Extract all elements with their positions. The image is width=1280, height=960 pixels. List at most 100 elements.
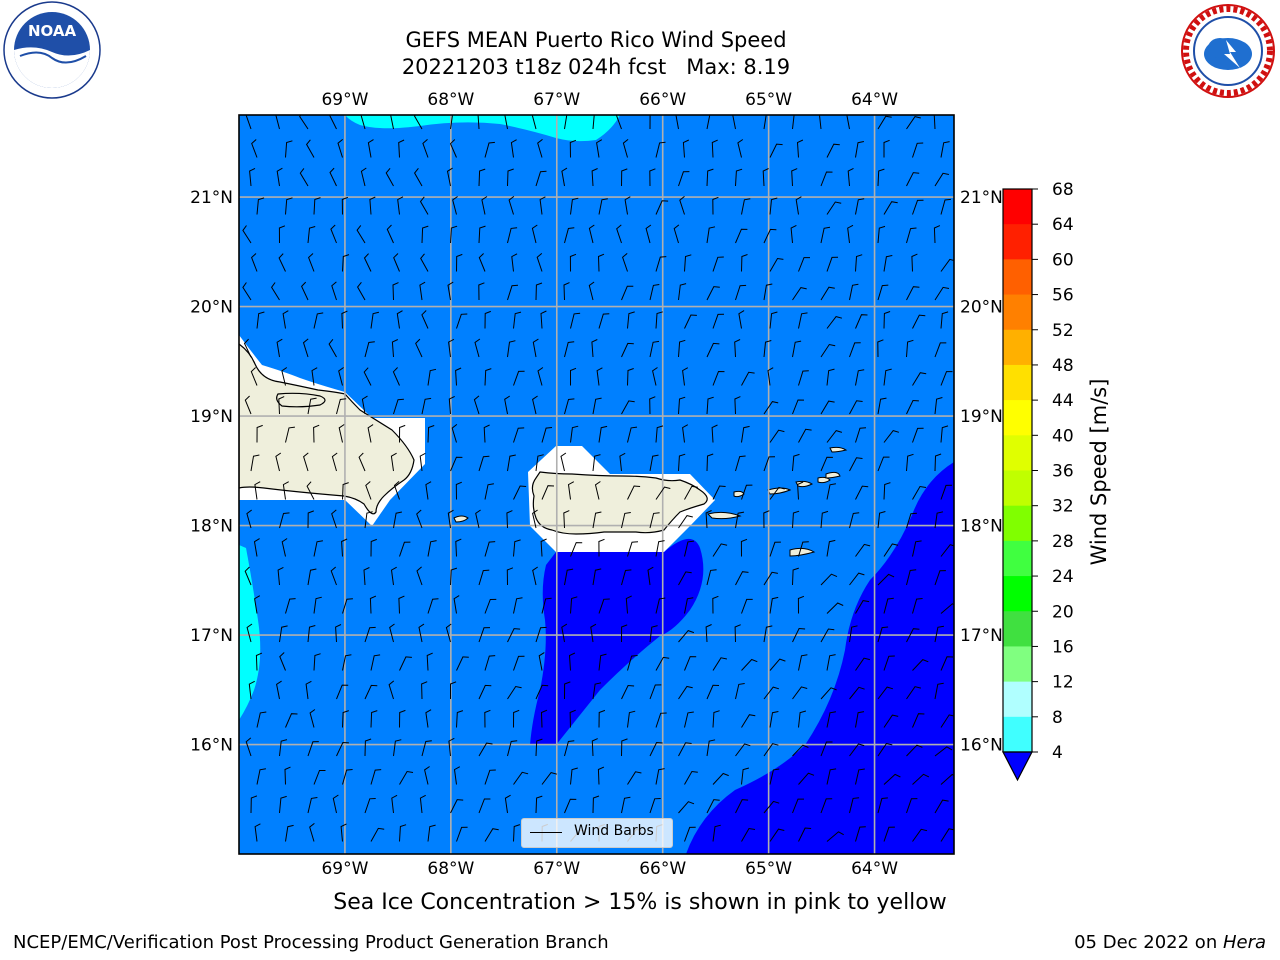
- wind-barb-488: [627, 655, 638, 671]
- wind-barb-28: [337, 139, 344, 158]
- wind-barb-124: [933, 225, 941, 244]
- wind-barb-441: [712, 595, 719, 614]
- wind-barb-411: [564, 568, 574, 586]
- wind-barb-399: [940, 544, 954, 557]
- wind-barb-451: [279, 625, 288, 643]
- wind-barb-348: [912, 485, 927, 500]
- wind-barb-613: [621, 796, 631, 814]
- wind-barb-57: [446, 167, 453, 187]
- wind-barb-425: [254, 595, 261, 614]
- wind-barb-12: [592, 115, 595, 130]
- wind-barb-407: [450, 567, 458, 586]
- wind-barb-153: [331, 281, 337, 301]
- wind-barb-37: [596, 139, 603, 158]
- wind-barb-215: [678, 339, 686, 358]
- wind-barb-207: [448, 338, 455, 358]
- wind-barb-91: [712, 196, 719, 215]
- wind-barb-170: [820, 286, 835, 301]
- wind-barb-510: [535, 684, 549, 700]
- wind-barb-387: [598, 538, 605, 557]
- wind-barb-581: [424, 766, 430, 785]
- wind-barb-267: [734, 396, 741, 415]
- wind-barb-260: [532, 395, 538, 415]
- wind-barb-445: [826, 602, 844, 614]
- nws-logo: [1176, 0, 1280, 102]
- wind-barb-416: [706, 569, 717, 586]
- wind-barb-79: [369, 196, 376, 215]
- wind-barb-192: [738, 310, 745, 329]
- wind-barb-85: [539, 196, 546, 215]
- wind-barb-265: [678, 396, 686, 415]
- wind-barb-220: [820, 343, 836, 358]
- wind-barb-570: [820, 741, 833, 757]
- svg-text:NOAA: NOAA: [28, 22, 77, 40]
- wind-barb-259: [504, 395, 510, 415]
- wind-barb-312: [592, 454, 601, 472]
- wind-barb-58: [478, 168, 486, 187]
- wind-barb-177: [313, 312, 324, 329]
- wind-barb-625: [254, 823, 261, 842]
- wind-barb-494: [798, 654, 808, 671]
- wind-barb-534: [513, 709, 520, 728]
- wind-barb-457: [445, 623, 452, 643]
- wind-barb-52: [299, 168, 309, 187]
- wind-barb-105: [386, 224, 394, 244]
- wind-barb-208: [474, 338, 481, 358]
- wind-barb-66: [706, 168, 714, 187]
- colorbar-tick-label-14: 60: [1052, 250, 1074, 270]
- wind-barb-337: [594, 481, 601, 500]
- wind-barb-471: [849, 625, 858, 643]
- wind-barb-216: [706, 342, 720, 358]
- wind-barb-239: [652, 367, 658, 386]
- wind-barb-289: [655, 425, 664, 443]
- wind-barb-330: [393, 481, 400, 500]
- wind-barb-59: [507, 168, 514, 187]
- wind-barb-335: [541, 485, 555, 500]
- wind-barb-360: [532, 509, 538, 529]
- wind-barb-194: [798, 312, 808, 329]
- wind-barb-214: [649, 340, 660, 358]
- wind-barb-543: [769, 711, 779, 728]
- footer-date: 05 Dec 2022 on Hera: [1074, 932, 1266, 953]
- wind-barb-97: [883, 201, 898, 215]
- wind-barb-151: [270, 282, 280, 301]
- chart-title: GEFS MEAN Puerto Rico Wind Speed: [405, 28, 787, 52]
- wind-barb-595: [826, 768, 837, 785]
- wind-barb-251: [278, 396, 285, 415]
- wind-barb-632: [456, 826, 468, 842]
- wind-barb-604: [364, 798, 376, 814]
- wind-barb-564: [649, 741, 663, 757]
- wind-barb-619: [792, 798, 804, 814]
- wind-barb-316: [706, 453, 714, 472]
- wind-barb-368: [763, 510, 770, 529]
- wind-barb-334: [513, 485, 527, 500]
- wind-barb-248: [912, 372, 927, 386]
- wind-barb-356: [416, 509, 423, 529]
- wind-barb-406: [416, 566, 423, 586]
- colorbar-segment-2: [1003, 259, 1032, 296]
- colorbar-tick-label-1: 8: [1052, 708, 1063, 728]
- wind-barb-415: [678, 571, 692, 586]
- wind-barb-388: [627, 541, 639, 557]
- lon-labels-bottom: 69°W 68°W 67°W 66°W 65°W 64°W: [321, 859, 898, 879]
- wind-barb-499: [940, 656, 954, 671]
- wind-barb-87: [598, 198, 608, 215]
- wind-barb-428: [342, 598, 353, 614]
- wind-barb-162: [588, 281, 595, 301]
- wind-barb-539: [655, 712, 667, 728]
- wind-barb-469: [792, 627, 806, 643]
- wind-barb-190: [684, 314, 697, 329]
- wind-barb-556: [421, 740, 432, 757]
- wind-field-lt4-south-pr: [530, 538, 704, 745]
- wind-barb-226: [281, 367, 288, 386]
- wind-barb-24: [933, 115, 936, 130]
- wind-barb-612: [592, 795, 600, 814]
- wind-barb-109: [507, 227, 518, 244]
- colorbar-segment-12: [1003, 611, 1032, 647]
- wind-barb-395: [826, 539, 836, 557]
- wind-barb-369: [792, 510, 800, 529]
- wind-barb-491: [712, 657, 727, 671]
- wind-barb-497: [883, 655, 895, 671]
- wind-barb-179: [370, 311, 380, 329]
- wind-barb-452: [307, 625, 316, 643]
